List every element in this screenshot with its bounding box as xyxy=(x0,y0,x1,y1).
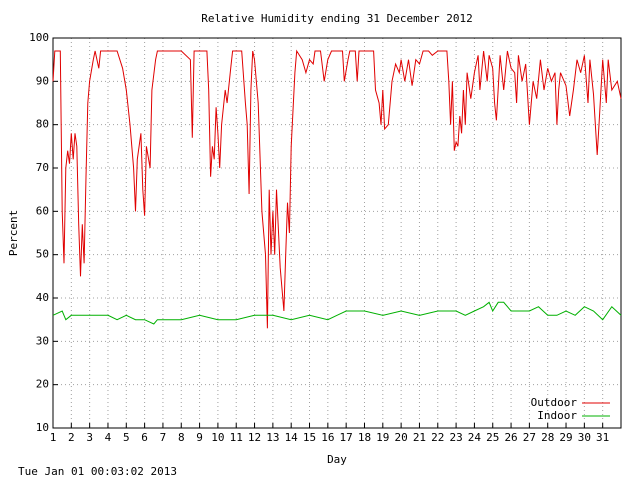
chart-title: Relative Humidity ending 31 December 201… xyxy=(201,12,473,25)
y-tick-label: 100 xyxy=(29,31,49,44)
legend-label: Indoor xyxy=(537,409,577,422)
x-tick-label: 31 xyxy=(596,431,609,444)
x-tick-label: 23 xyxy=(449,431,462,444)
x-tick-label: 11 xyxy=(230,431,243,444)
x-tick-label: 19 xyxy=(376,431,389,444)
x-tick-label: 20 xyxy=(395,431,408,444)
x-tick-label: 3 xyxy=(86,431,93,444)
x-tick-label: 2 xyxy=(68,431,75,444)
y-tick-label: 60 xyxy=(36,204,49,217)
x-tick-label: 4 xyxy=(105,431,112,444)
y-tick-label: 10 xyxy=(36,421,49,434)
y-axis-label: Percent xyxy=(7,210,20,256)
x-tick-label: 9 xyxy=(196,431,203,444)
data-line xyxy=(52,49,622,329)
x-tick-label: 6 xyxy=(141,431,148,444)
x-axis-label: Day xyxy=(327,453,347,466)
x-tick-label: 27 xyxy=(523,431,536,444)
x-tick-label: 24 xyxy=(468,431,482,444)
x-tick-label: 14 xyxy=(285,431,299,444)
y-tick-label: 90 xyxy=(36,74,49,87)
x-tick-label: 16 xyxy=(321,431,334,444)
x-tick-label: 17 xyxy=(340,431,353,444)
legend-label: Outdoor xyxy=(531,396,578,409)
x-tick-label: 29 xyxy=(559,431,572,444)
x-tick-label: 26 xyxy=(504,431,517,444)
x-tick-label: 30 xyxy=(578,431,591,444)
x-tick-label: 7 xyxy=(160,431,167,444)
y-tick-label: 20 xyxy=(36,378,49,391)
x-tick-label: 15 xyxy=(303,431,316,444)
y-tick-label: 70 xyxy=(36,161,49,174)
y-tick-label: 80 xyxy=(36,118,49,131)
y-tick-label: 40 xyxy=(36,291,49,304)
x-tick-label: 10 xyxy=(211,431,224,444)
x-tick-label: 28 xyxy=(541,431,554,444)
data-line xyxy=(52,301,622,325)
x-tick-label: 1 xyxy=(50,431,57,444)
y-tick-label: 30 xyxy=(36,334,49,347)
x-tick-label: 21 xyxy=(413,431,426,444)
x-tick-label: 25 xyxy=(486,431,499,444)
x-tick-label: 8 xyxy=(178,431,185,444)
x-tick-label: 5 xyxy=(123,431,130,444)
x-tick-label: 22 xyxy=(431,431,444,444)
x-tick-label: 12 xyxy=(248,431,261,444)
x-tick-label: 13 xyxy=(266,431,279,444)
footer: Tue Jan 01 00:03:02 2013 xyxy=(18,465,177,478)
x-tick-label: 18 xyxy=(358,431,371,444)
plot-frame xyxy=(52,37,622,429)
y-tick-label: 50 xyxy=(36,248,49,261)
